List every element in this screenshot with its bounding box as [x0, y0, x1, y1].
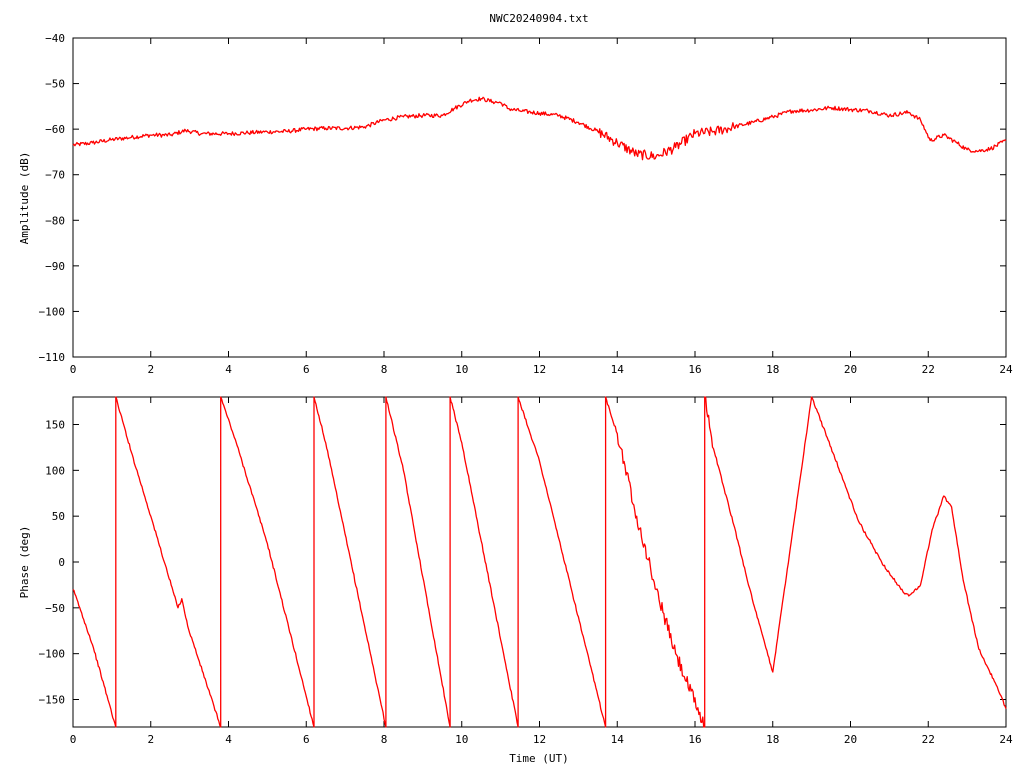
phase-x-tick-label: 10: [455, 733, 468, 746]
amplitude-x-tick-label: 20: [844, 363, 857, 376]
amplitude-y-tick-label: −50: [45, 78, 65, 91]
phase-x-tick-label: 20: [844, 733, 857, 746]
amplitude-x-tick-label: 14: [611, 363, 625, 376]
phase-x-tick-label: 18: [766, 733, 779, 746]
phase-x-tick-label: 8: [381, 733, 388, 746]
phase-y-tick-label: 150: [45, 419, 65, 432]
chart-title: NWC20240904.txt: [489, 12, 588, 25]
phase-y-tick-label: −150: [39, 694, 66, 707]
amplitude-x-tick-label: 18: [766, 363, 779, 376]
amplitude-y-tick-label: −110: [39, 351, 66, 364]
amplitude-x-tick-label: 6: [303, 363, 310, 376]
phase-y-tick-label: −100: [39, 648, 66, 661]
phase-x-tick-label: 16: [688, 733, 701, 746]
phase-x-tick-label: 2: [147, 733, 154, 746]
phase-y-tick-label: 0: [58, 556, 65, 569]
amplitude-x-tick-label: 4: [225, 363, 232, 376]
amplitude-y-tick-label: −80: [45, 214, 65, 227]
phase-y-tick-label: 100: [45, 464, 65, 477]
phase-series-line: [72, 396, 1007, 728]
time-axis-label: Time (UT): [509, 752, 569, 765]
amplitude-y-tick-label: −40: [45, 32, 65, 45]
amplitude-x-tick-label: 0: [70, 363, 77, 376]
phase-panel: Phase (deg) Time (UT) 0 2 4 6 8 10 12 14 16 18 20 2…: [18, 396, 1013, 765]
amplitude-x-tick-label: 10: [455, 363, 468, 376]
amplitude-y-tick-label: −70: [45, 169, 65, 182]
amplitude-x-tick-label: 24: [999, 363, 1013, 376]
phase-x-tick-label: 24: [999, 733, 1013, 746]
amplitude-y-tick-label: −100: [39, 305, 66, 318]
amplitude-y-tick-label: −60: [45, 123, 65, 136]
phase-x-tick-label: 22: [922, 733, 935, 746]
phase-x-tick-label: 0: [70, 733, 77, 746]
phase-axis-label: Phase (deg): [18, 526, 31, 599]
phase-y-tick-label: 50: [52, 510, 65, 523]
amplitude-x-tick-label: 22: [922, 363, 935, 376]
phase-x-tick-label: 4: [225, 733, 232, 746]
phase-x-tick-label: 12: [533, 733, 546, 746]
amplitude-x-tick-label: 8: [381, 363, 388, 376]
phase-x-tick-label: 14: [611, 733, 625, 746]
amplitude-x-tick-label: 2: [147, 363, 154, 376]
amplitude-x-tick-label: 16: [688, 363, 701, 376]
amplitude-y-tick-label: −90: [45, 260, 65, 273]
phase-x-tick-label: 6: [303, 733, 310, 746]
amplitude-x-tick-label: 12: [533, 363, 546, 376]
amplitude-axis-label: Amplitude (dB): [18, 152, 31, 245]
amplitude-panel: Amplitude (dB) 0 2 4 6 8 10 12 14 16 18 20 22 24−40−…: [18, 32, 1013, 376]
amplitude-series-line: [72, 96, 1007, 161]
phase-y-tick-label: −50: [45, 602, 65, 615]
